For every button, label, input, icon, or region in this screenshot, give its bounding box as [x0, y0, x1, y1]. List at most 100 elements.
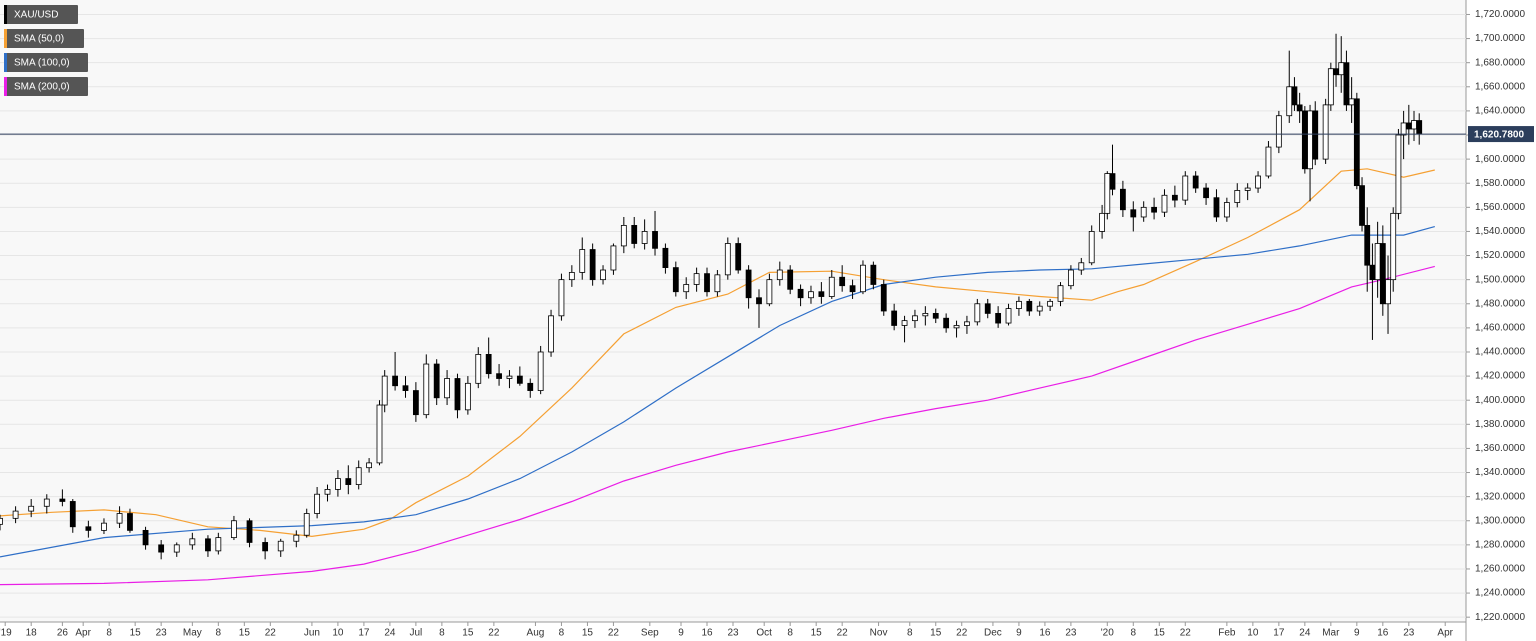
candle-body	[1265, 146, 1272, 177]
candle-body	[1312, 110, 1319, 160]
candle-body	[231, 520, 237, 539]
candle-body	[724, 243, 731, 276]
candle-body	[454, 378, 461, 411]
candle-body	[1359, 185, 1365, 226]
x-tick-label: 15	[930, 628, 942, 639]
candle-body	[766, 279, 773, 305]
candle-body	[1192, 175, 1199, 189]
x-tick-label: 10	[332, 628, 344, 639]
candle-body	[828, 276, 835, 297]
x-tick-label: May	[183, 628, 202, 639]
candle-body	[641, 231, 648, 244]
candle-body	[537, 351, 544, 391]
candle-body	[262, 542, 269, 552]
candle-body	[69, 501, 76, 528]
candle-body	[1291, 86, 1298, 106]
x-tick-label: 22	[608, 628, 620, 639]
candle-body	[1307, 110, 1313, 170]
candle-body	[1171, 194, 1178, 201]
candle-body	[246, 520, 253, 543]
legend-box	[4, 5, 78, 24]
candle-body	[142, 529, 149, 546]
candle-body	[516, 375, 523, 384]
y-tick-label: 1,500.0000	[1475, 274, 1525, 285]
x-tick-label: 16	[1039, 628, 1051, 639]
candle-body	[693, 273, 700, 285]
x-tick-label: 26	[57, 628, 69, 639]
candle-body	[548, 315, 554, 353]
x-tick-label: Aug	[527, 628, 545, 639]
candle-body	[1405, 122, 1412, 130]
candle-body	[1379, 243, 1386, 305]
candle-body	[127, 513, 133, 531]
x-tick-label: '19	[0, 628, 12, 639]
candle-body	[1119, 188, 1126, 211]
x-tick-label: Oct	[756, 628, 772, 639]
legend-label: SMA (100,0)	[14, 58, 70, 69]
y-tick-label: 1,280.0000	[1475, 539, 1525, 550]
candle-body	[1369, 264, 1376, 281]
candle-body	[1026, 300, 1033, 312]
candle-body	[28, 505, 35, 512]
y-tick-label: 1,600.0000	[1475, 154, 1525, 165]
candle-body	[205, 538, 211, 552]
candle-body	[756, 297, 762, 305]
candle-body	[381, 375, 388, 406]
x-tick-label: 23	[727, 628, 739, 639]
candle-body	[173, 544, 180, 553]
candle-body	[1161, 194, 1168, 213]
candle-body	[797, 288, 804, 299]
last-price-label: 1,620.7800	[1474, 130, 1524, 141]
candle-body	[293, 534, 300, 542]
candle-body	[376, 404, 383, 464]
candle-body	[444, 378, 450, 399]
x-tick-label: Jun	[304, 628, 320, 639]
candle-body	[995, 313, 1002, 324]
candle-body	[589, 249, 596, 281]
x-tick-label: 8	[559, 628, 565, 639]
candle-body	[943, 317, 950, 329]
legend-swatch	[4, 53, 7, 72]
candle-body	[735, 243, 742, 271]
candle-body	[787, 269, 794, 290]
x-tick-label: 24	[384, 628, 396, 639]
x-tick-label: 23	[1065, 628, 1077, 639]
x-tick-label: 15	[582, 628, 594, 639]
candle-body	[1088, 231, 1095, 264]
y-tick-label: 1,420.0000	[1475, 371, 1525, 382]
x-tick-label: 15	[239, 628, 251, 639]
y-tick-label: 1,320.0000	[1475, 491, 1525, 502]
candle-body	[1322, 104, 1329, 160]
candle-body	[1286, 86, 1293, 117]
x-tick-label: 8	[907, 628, 913, 639]
candle-body	[1296, 104, 1303, 112]
candle-body	[610, 245, 617, 271]
x-tick-label: Nov	[870, 628, 888, 639]
candle-body	[59, 498, 66, 502]
candle-body	[12, 510, 19, 519]
candle-body	[324, 489, 331, 495]
y-tick-label: 1,720.0000	[1475, 9, 1525, 20]
x-tick-label: 15	[462, 628, 474, 639]
y-tick-label: 1,480.0000	[1475, 298, 1525, 309]
x-tick-label: 16	[701, 628, 713, 639]
candle-body	[579, 249, 586, 273]
candle-body	[1047, 300, 1054, 307]
candle-body	[672, 267, 679, 293]
candle-body	[912, 315, 918, 322]
candle-body	[423, 363, 430, 416]
y-tick-label: 1,360.0000	[1475, 443, 1525, 454]
candle-body	[849, 285, 856, 293]
last-price-badge	[1468, 126, 1534, 143]
candle-body	[1374, 243, 1381, 281]
candle-body	[412, 390, 419, 416]
candle-body	[506, 375, 513, 379]
y-tick-label: 1,240.0000	[1475, 588, 1525, 599]
candle-body	[355, 467, 362, 485]
sma-line	[0, 265, 1435, 586]
y-tick-label: 1,300.0000	[1475, 515, 1525, 526]
candle-body	[818, 291, 825, 297]
y-tick-label: 1,560.0000	[1475, 202, 1525, 213]
candle-body	[1255, 175, 1261, 189]
candle-body	[366, 462, 372, 469]
